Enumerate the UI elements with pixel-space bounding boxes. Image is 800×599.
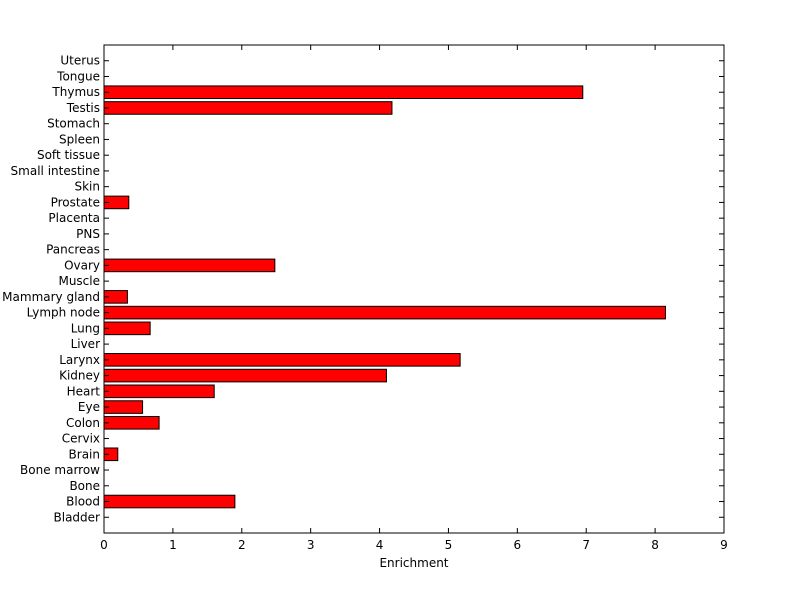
- x-tick-label: 9: [720, 538, 728, 552]
- x-tick-label: 7: [582, 538, 590, 552]
- y-tick-label: Lung: [71, 321, 100, 335]
- y-tick-label: Kidney: [59, 369, 100, 383]
- bar-blood: [103, 494, 236, 509]
- y-tick-label: Brain: [69, 447, 100, 461]
- y-tick-label: Prostate: [51, 195, 100, 209]
- y-tick-label: Bone: [69, 479, 100, 493]
- y-tick-label: Placenta: [48, 211, 100, 225]
- y-tick-label: Muscle: [58, 274, 100, 288]
- bar-ovary: [103, 258, 276, 273]
- x-axis-ticks: 0 1 2 3 4 5 6 7 8 9: [100, 45, 728, 552]
- y-tick-label: Small intestine: [11, 164, 100, 178]
- bar-kidney: [103, 368, 387, 383]
- y-tick-label: Tongue: [56, 69, 100, 83]
- y-tick-label: Skin: [74, 180, 100, 194]
- y-tick-label: Bladder: [54, 510, 101, 524]
- y-tick-label: Uterus: [60, 54, 100, 68]
- bar-heart: [103, 384, 215, 399]
- bar-testis: [103, 101, 393, 115]
- x-tick-label: 1: [169, 538, 177, 552]
- x-tick-label: 5: [445, 538, 453, 552]
- y-tick-label: Mammary gland: [2, 290, 100, 304]
- bar-larynx: [103, 353, 461, 367]
- y-tick-label: Colon: [66, 416, 100, 430]
- x-axis-label: Enrichment: [379, 556, 448, 570]
- x-tick-label: 0: [100, 538, 108, 552]
- y-tick-label: Ovary: [64, 258, 100, 272]
- x-tick-label: 3: [307, 538, 315, 552]
- x-tick-label: 4: [376, 538, 384, 552]
- y-tick-label: Blood: [66, 495, 100, 509]
- bar-lung: [103, 321, 151, 336]
- y-tick-label: Cervix: [62, 432, 100, 446]
- plot-frame: [103, 44, 725, 534]
- y-tick-label: Pancreas: [46, 243, 100, 257]
- y-tick-label: Soft tissue: [37, 148, 100, 162]
- y-tick-label: PNS: [76, 227, 100, 241]
- y-tick-label: Eye: [78, 400, 100, 414]
- bar-colon: [103, 416, 160, 430]
- y-tick-label: Lymph node: [27, 306, 100, 320]
- x-tick-label: 2: [238, 538, 246, 552]
- y-tick-label: Spleen: [59, 132, 100, 146]
- bar-lymph-node: [103, 305, 666, 320]
- x-tick-label: 8: [651, 538, 659, 552]
- y-tick-label: Thymus: [51, 85, 100, 99]
- x-tick-label: 6: [514, 538, 522, 552]
- y-tick-label: Stomach: [47, 117, 100, 131]
- plot-area: [104, 45, 724, 533]
- y-tick-label: Liver: [71, 337, 101, 351]
- y-tick-label: Testis: [66, 101, 100, 115]
- bar-eye: [103, 400, 144, 414]
- y-tick-label: Larynx: [59, 353, 100, 367]
- bar-thymus: [103, 85, 584, 100]
- y-tick-label: Heart: [67, 384, 101, 398]
- y-tick-label: Bone marrow: [20, 463, 100, 477]
